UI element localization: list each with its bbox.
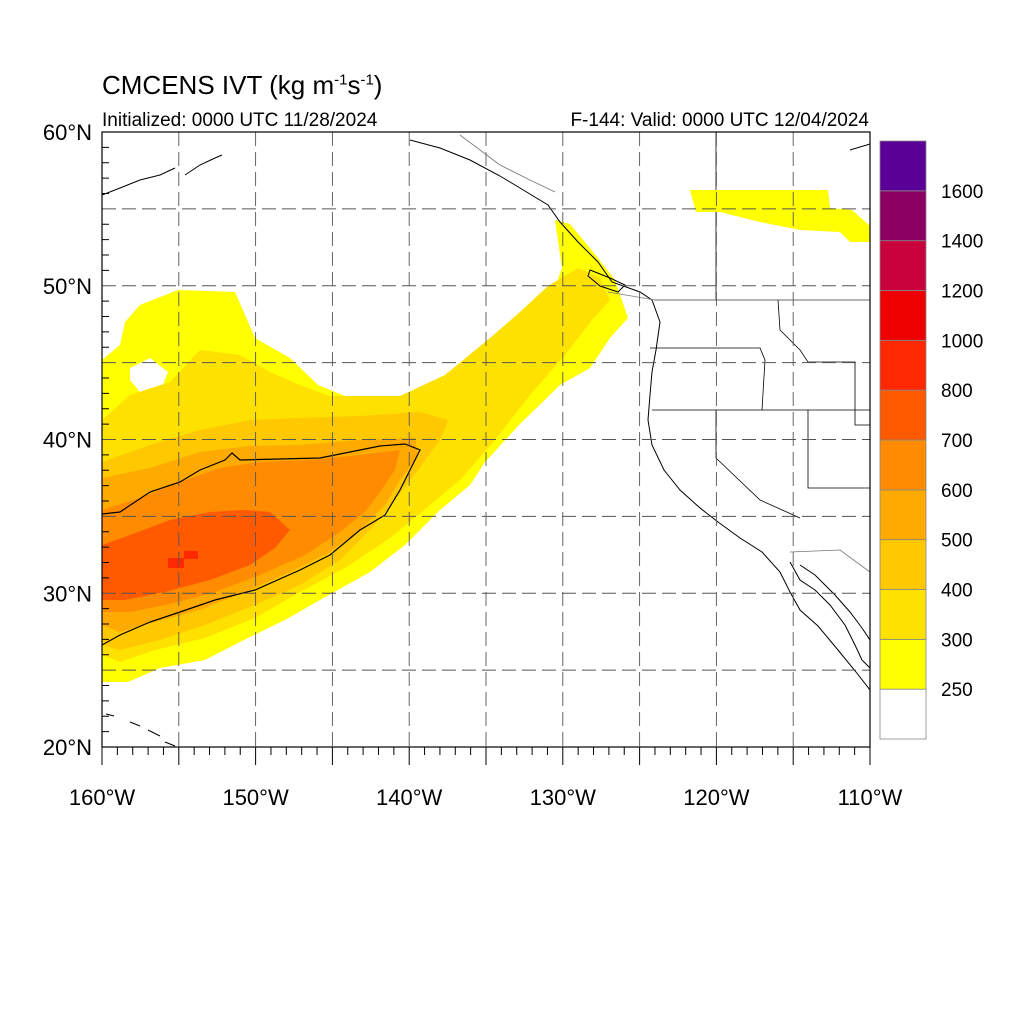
ivt-contour-800 <box>168 558 184 568</box>
valid-time-label: F-144: Valid: 0000 UTC 12/04/2024 <box>570 110 869 131</box>
colorbar-label: 1000 <box>941 331 983 352</box>
colorbar-label: 500 <box>941 531 973 552</box>
ivt-contour-250-canada <box>690 190 870 242</box>
lon-tick-label: 120°W <box>683 785 750 810</box>
initialized-label: Initialized: 0000 UTC 11/28/2024 <box>102 110 378 131</box>
colorbar-label: 600 <box>941 481 973 502</box>
colorbar-swatch <box>879 389 927 441</box>
ivt-600-contour-line <box>102 443 421 646</box>
colorbar-label: 300 <box>941 630 973 651</box>
lat-tick-label: 30°N <box>43 581 92 606</box>
colorbar-swatch <box>879 240 927 291</box>
colorbar-swatch <box>879 190 927 242</box>
lon-tick-label: 110°W <box>838 785 903 810</box>
axes: 160°W 150°W 140°W 130°W 120°W 110°W 20°N 30°N 40… <box>43 120 903 810</box>
colorbar-swatch <box>879 439 927 491</box>
colorbar-swatch <box>879 489 927 541</box>
lat-tick-label: 60°N <box>43 120 92 145</box>
colorbar-swatch <box>879 638 927 690</box>
colorbar-swatch <box>879 290 927 341</box>
colorbar-swatch <box>879 140 927 192</box>
ivt-field <box>102 220 628 682</box>
lat-tick-label: 50°N <box>43 274 92 299</box>
map-title: CMCENS IVT (kg m-1s-1) <box>102 70 383 100</box>
lon-tick-label: 140°W <box>376 785 443 810</box>
lon-tick-label: 130°W <box>530 785 597 810</box>
colorbar-swatch <box>879 339 927 391</box>
colorbar-swatch <box>879 589 927 640</box>
colorbar-swatch <box>879 688 927 740</box>
colorbar: 250 300 400 500 600 700 800 1000 1200 1400 1600 <box>879 140 983 740</box>
lon-tick-label: 160°W <box>69 785 136 810</box>
lat-tick-label: 20°N <box>43 735 92 760</box>
colorbar-label: 250 <box>941 680 973 701</box>
colorbar-label: 1600 <box>941 182 983 203</box>
colorbar-label: 1200 <box>941 282 983 303</box>
lat-tick-label: 40°N <box>43 428 92 453</box>
colorbar-label: 800 <box>941 381 973 402</box>
graticule <box>102 132 870 747</box>
colorbar-swatch <box>879 539 927 590</box>
colorbar-label: 400 <box>941 581 973 602</box>
lon-tick-label: 150°W <box>222 785 289 810</box>
colorbar-label: 700 <box>941 431 973 452</box>
coastlines <box>102 139 870 747</box>
colorbar-label: 1400 <box>941 232 983 253</box>
